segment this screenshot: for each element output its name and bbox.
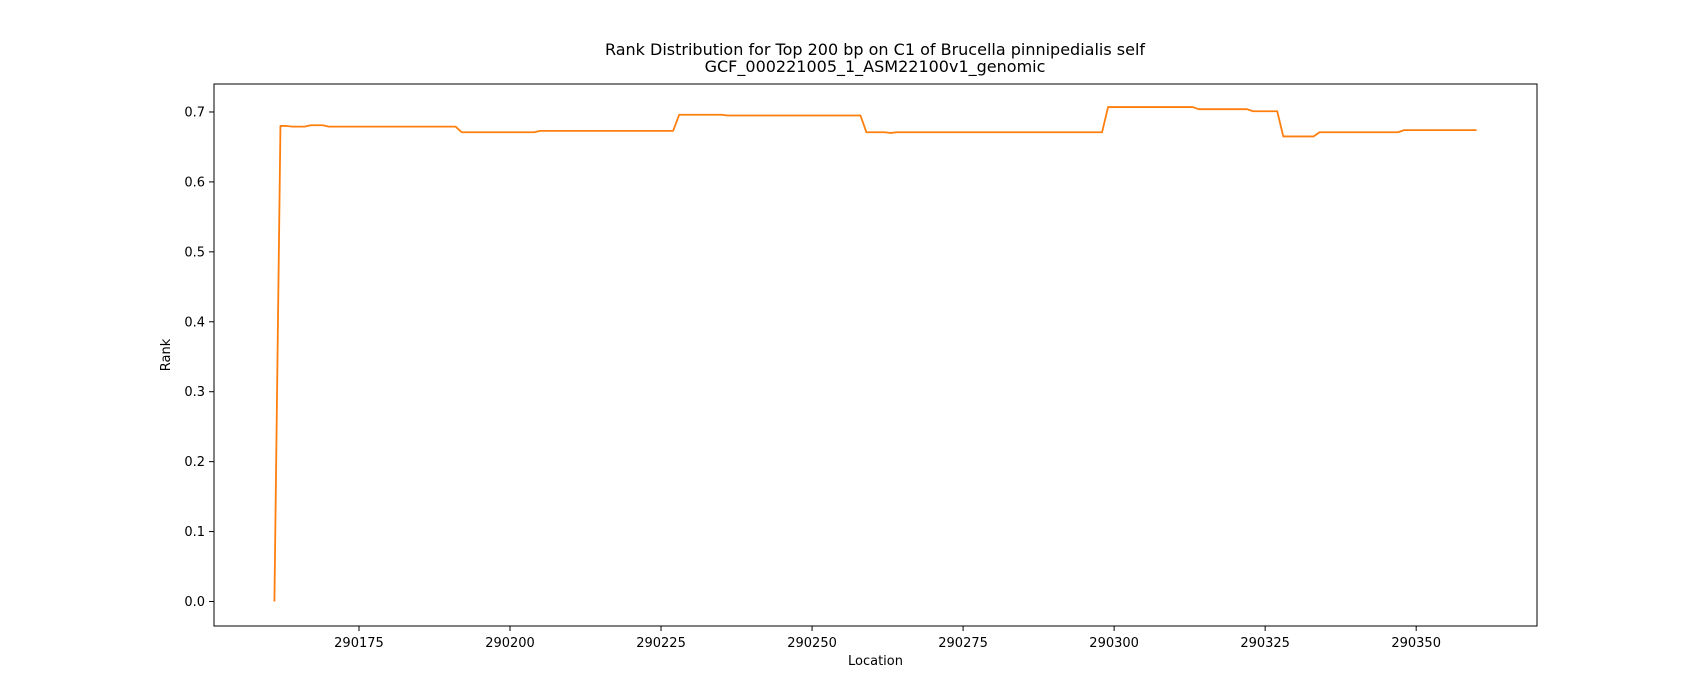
x-axis: 290175 290200 290225 290250 290275 290300 2903… (334, 626, 1441, 651)
chart-subtitle: GCF_000221005_1_ASM22100v1_genomic (704, 57, 1046, 76)
plot-frame (213, 83, 1538, 627)
x-tick-label: 290200 (485, 636, 535, 651)
y-tick-label: 0.5 (184, 245, 205, 260)
x-tick-label: 290350 (1391, 636, 1441, 651)
y-tick-label: 0.6 (184, 175, 205, 190)
x-tick-label: 290275 (938, 636, 988, 651)
y-tick-label: 0.1 (184, 525, 205, 540)
chart-title: Rank Distribution for Top 200 bp on C1 o… (604, 40, 1146, 59)
x-tick-label: 290325 (1240, 636, 1290, 651)
plot-area (273, 106, 1477, 602)
x-tick-label: 290250 (787, 636, 837, 651)
x-tick-label: 290225 (636, 636, 686, 651)
y-tick-label: 0.7 (184, 105, 205, 120)
y-axis-label: Rank (159, 338, 174, 371)
series-line (273, 106, 1477, 602)
x-axis-label: Location (848, 654, 903, 669)
y-tick-label: 0.0 (184, 595, 205, 610)
y-tick-label: 0.2 (184, 455, 205, 470)
y-axis: 0.0 0.1 0.2 0.3 0.4 0.5 0.6 0.7 (184, 105, 214, 610)
y-tick-label: 0.3 (184, 385, 205, 400)
y-tick-label: 0.4 (184, 315, 205, 330)
x-tick-label: 290300 (1089, 636, 1139, 651)
x-tick-label: 290175 (334, 636, 384, 651)
